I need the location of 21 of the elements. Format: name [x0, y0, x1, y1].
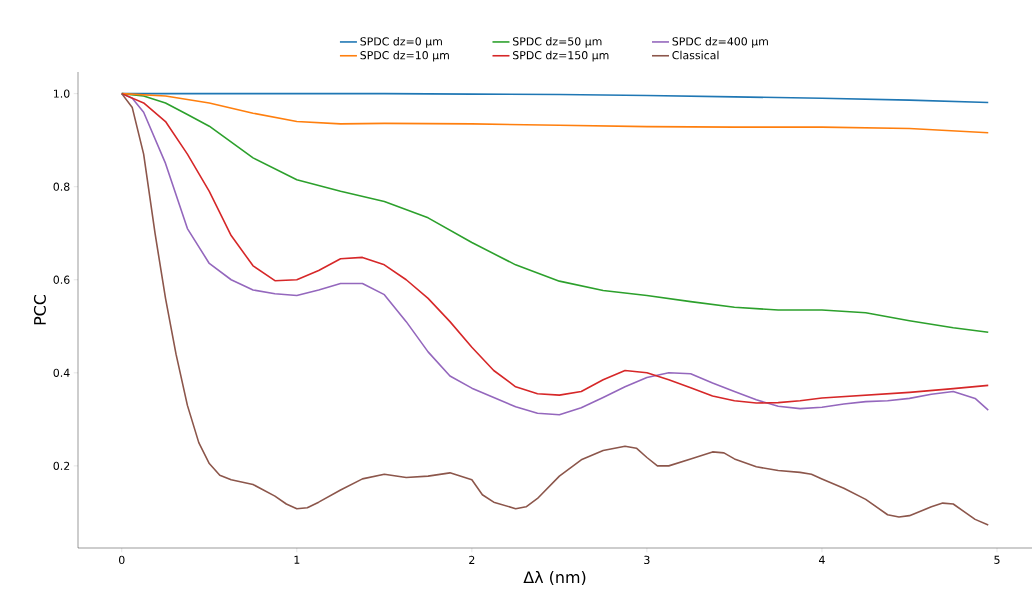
y-tick-label: 0.6: [53, 275, 70, 284]
x-axis-title: Δλ (nm): [523, 570, 586, 586]
x-tick-label: 0: [118, 555, 125, 565]
y-axis-title: PCC: [33, 294, 46, 325]
x-tick-label: 5: [994, 555, 1000, 564]
x-tick-label: 2: [469, 555, 475, 564]
legend-label: SPDC dz=400 μm: [672, 37, 768, 48]
x-tick-label: 3: [644, 555, 650, 565]
line-series: [120, 92, 990, 526]
line-series: [120, 92, 990, 134]
legend-label: SPDC dz=10 μm: [360, 50, 449, 62]
legend-label: SPDC dz=0 μm: [360, 37, 442, 48]
y-tick-label: 0.8: [53, 182, 70, 191]
y-tick-label: 0.2: [53, 461, 70, 471]
x-tick-label: 4: [819, 555, 825, 564]
x-tick-label: 1: [294, 555, 300, 564]
legend-label: Classical: [672, 50, 719, 60]
y-tick-label: 0.4: [53, 368, 70, 377]
y-tick-label: 1.0: [54, 89, 70, 98]
legend-label: SPDC dz=150 μm: [513, 50, 609, 62]
legend-label: SPDC dz=50 μm: [513, 37, 602, 48]
